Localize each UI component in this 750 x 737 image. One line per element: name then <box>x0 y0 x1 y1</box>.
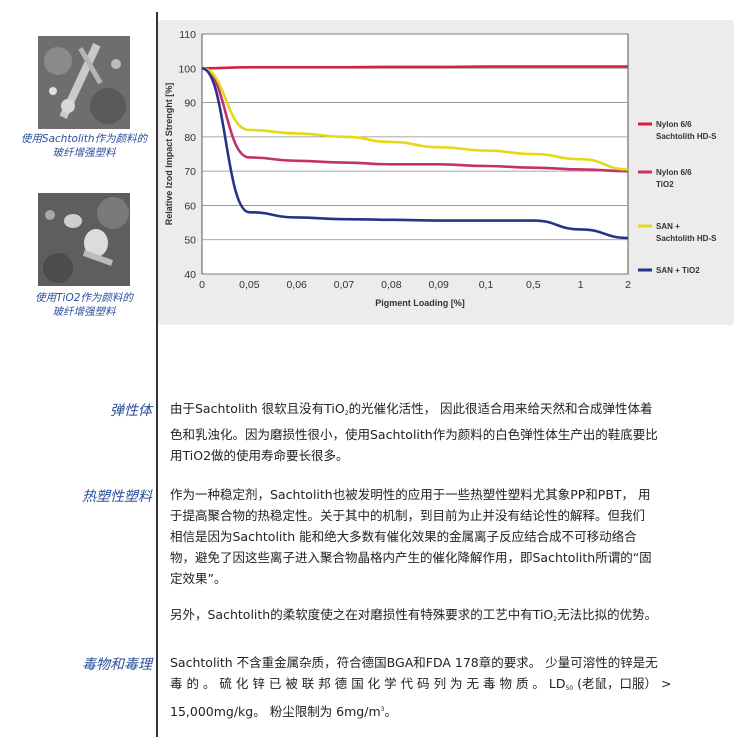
x-tick-label: 0,07 <box>334 279 355 291</box>
y-tick-label: 40 <box>184 269 196 281</box>
legend-label: Sachtolith HD-S <box>656 132 717 141</box>
y-tick-label: 80 <box>184 132 196 144</box>
chart-panel: 40 50 60 70 80 90 100 110 0 0,05 0,06 0,07 0,08 0,09 0… <box>158 20 734 325</box>
sem-photo-tio2 <box>38 193 130 286</box>
x-tick-label: 0,05 <box>239 279 260 291</box>
heading-thermoplastics: 热塑性塑料 <box>82 489 152 505</box>
legend-label: Sachtolith HD-S <box>656 234 717 243</box>
legend-label: SAN + <box>656 222 680 231</box>
legend-label: SAN + TiO2 <box>656 266 700 275</box>
series-line <box>201 66 629 173</box>
x-tick-label: 1 <box>578 279 584 291</box>
y-tick-label: 110 <box>179 29 196 41</box>
legend-label: Nylon 6/6 <box>656 168 692 177</box>
series-line <box>201 65 628 70</box>
x-tick-label: 0,06 <box>286 279 307 291</box>
heading-elastomers: 弹性体 <box>110 403 152 419</box>
x-axis-label: Pigment Loading [%] <box>375 298 465 308</box>
legend-label: Nylon 6/6 <box>656 120 692 129</box>
x-tick-label: 0,1 <box>479 279 494 291</box>
y-tick-label: 100 <box>178 63 196 75</box>
x-tick-label: 0,5 <box>526 279 541 291</box>
paragraph-elastomers: 由于Sachtolith 很软且没有TiO2的光催化活性， 因此很适合用来给天然… <box>170 401 658 463</box>
paragraph-toxicology: Sachtolith 不含重金属杂质，符合德国BGA和FDA 178章的要求。 … <box>170 655 672 720</box>
paragraph-thermoplastics-extra: 另外，Sachtolith的柔软度使之在对磨损性有特殊要求的工艺中有TiO2无法… <box>170 607 658 623</box>
y-axis-label: Relative Izod Impact Strenght [%] <box>164 83 174 226</box>
y-tick-label: 60 <box>184 200 196 212</box>
x-tick-label: 0,09 <box>428 279 449 291</box>
caption-tio2: 使用TiO2作为颜料的 玻纤增强塑料 <box>35 292 133 318</box>
column-divider <box>156 12 158 737</box>
series-line <box>201 66 629 171</box>
caption-sachtolith: 使用Sachtolith作为颜料的 玻纤增强塑料 <box>20 133 148 159</box>
x-tick-label: 0 <box>199 279 205 291</box>
sem-photo-sachtolith <box>38 36 130 129</box>
x-tick-label: 0,08 <box>381 279 402 291</box>
paragraph-thermoplastics: 作为一种稳定剂，Sachtolith也被发明性的应用于一些热塑性塑料尤其象PP和… <box>170 487 652 586</box>
legend-label: TiO2 <box>656 180 674 189</box>
y-tick-label: 50 <box>184 235 196 247</box>
plot-area <box>201 33 629 275</box>
impact-strength-chart: 40 50 60 70 80 90 100 110 0 0,05 0,06 0,07 0,08 0,09 0… <box>164 29 717 308</box>
heading-toxicology: 毒物和毒理 <box>82 657 152 673</box>
series-line <box>201 66 629 240</box>
x-tick-label: 2 <box>625 279 631 291</box>
y-tick-label: 90 <box>184 98 196 110</box>
y-tick-label: 70 <box>184 166 196 178</box>
